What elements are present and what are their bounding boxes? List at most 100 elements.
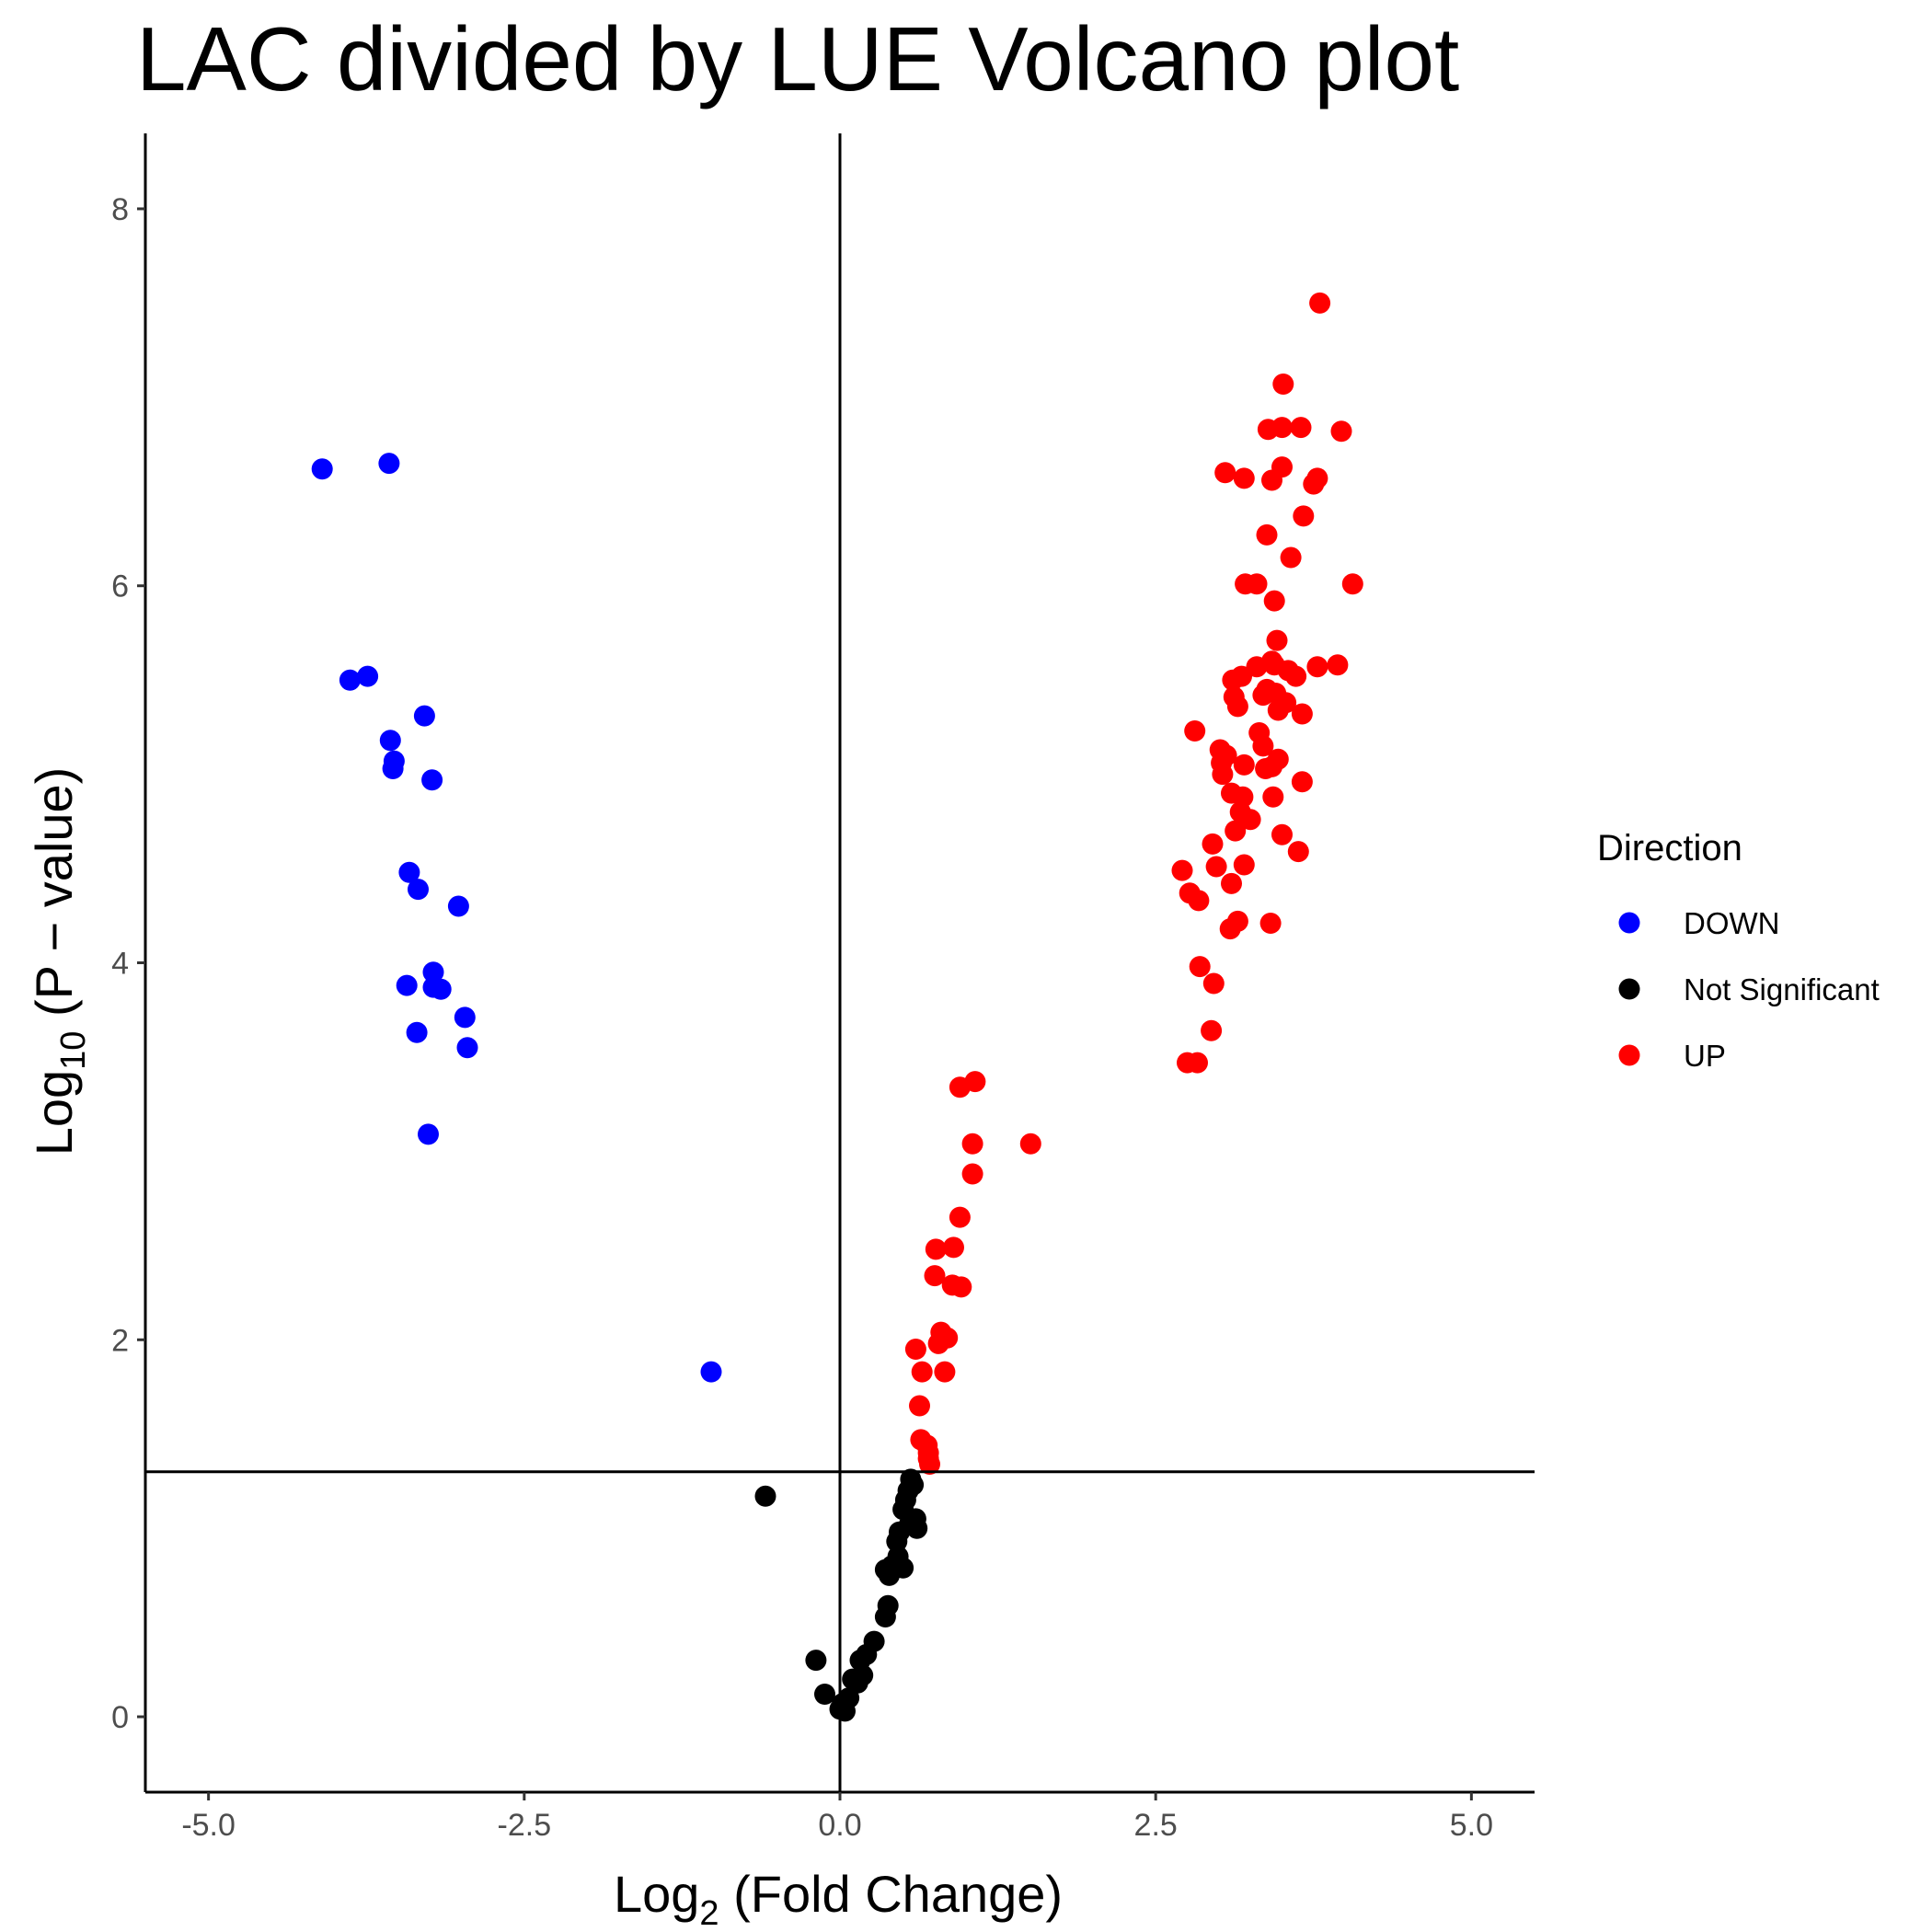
data-point-up (1290, 417, 1312, 439)
data-point-up (1267, 699, 1289, 721)
data-point-up (1291, 703, 1313, 725)
legend-label-not-significant: Not Significant (1684, 972, 1880, 1006)
data-point-up (1285, 665, 1307, 687)
data-point-down (421, 769, 443, 791)
legend-key-down (1618, 912, 1640, 934)
points-layer (311, 292, 1363, 1722)
data-point-up (1263, 590, 1285, 612)
data-point-up (1252, 684, 1274, 707)
data-point-up (1293, 505, 1315, 527)
data-point-down (357, 665, 379, 687)
data-point-down (408, 879, 429, 901)
y-tick-label: 2 (111, 1323, 129, 1358)
data-point-up (1205, 856, 1227, 878)
data-point-up (934, 1361, 956, 1383)
data-point-up (949, 1206, 971, 1228)
data-point-up (949, 1076, 971, 1098)
data-point-up (1202, 833, 1224, 855)
data-point-up (1261, 469, 1282, 491)
data-point-down (418, 1123, 439, 1145)
data-point-up (1189, 956, 1211, 978)
data-point-up (1262, 786, 1284, 808)
y-axis-title-prefix: Log (25, 1070, 83, 1156)
legend-title: Direction (1597, 828, 1742, 868)
data-point-not-significant (879, 1564, 900, 1586)
data-point-up (1171, 859, 1193, 881)
data-point-up (925, 1238, 947, 1260)
data-point-up (1330, 420, 1352, 443)
data-point-up (1184, 720, 1206, 742)
data-point-up (1271, 417, 1293, 439)
data-point-up (1225, 820, 1247, 842)
data-point-down (447, 895, 469, 917)
legend-label-up: UP (1684, 1039, 1726, 1073)
data-point-down (456, 1037, 478, 1059)
data-point-up (1246, 573, 1268, 595)
data-point-up (919, 1454, 940, 1475)
chart-title: LAC divided by LUE Volcano plot (136, 8, 1459, 109)
data-point-up (1219, 918, 1241, 940)
data-point-up (904, 1339, 926, 1360)
data-point-down (339, 669, 361, 691)
x-axis-title-suffix: (Fold Change) (719, 1865, 1064, 1923)
data-point-up (1222, 669, 1244, 691)
data-point-up (1309, 292, 1331, 314)
data-point-up (1291, 771, 1313, 793)
data-point-up (1019, 1133, 1041, 1155)
data-point-down (413, 705, 435, 727)
data-point-not-significant (834, 1700, 856, 1722)
data-point-up (1187, 1052, 1208, 1074)
x-axis-title-subscript: 2 (699, 1894, 719, 1932)
data-point-up (961, 1163, 983, 1185)
data-point-down (406, 1021, 428, 1043)
legend-key-not-significant (1618, 978, 1640, 1000)
data-point-up (1306, 656, 1328, 678)
x-tick-label: 2.5 (1134, 1808, 1178, 1843)
data-point-up (1188, 890, 1210, 912)
data-point-up (950, 1276, 972, 1298)
y-axis-title-subscript: 10 (54, 1031, 93, 1070)
data-point-not-significant (805, 1650, 827, 1672)
data-point-down (430, 978, 452, 1000)
data-point-up (1233, 467, 1255, 489)
data-point-up (911, 1361, 933, 1383)
x-axis-ticks: -5.0 -2.5 0.0 2.5 5.0 (181, 1792, 1493, 1843)
data-point-up (927, 1332, 949, 1354)
data-point-down (700, 1361, 722, 1383)
legend-key-up (1618, 1044, 1640, 1066)
data-point-down (378, 453, 400, 475)
data-point-up (1271, 823, 1293, 845)
data-point-up (1266, 629, 1288, 651)
data-point-up (1221, 872, 1242, 894)
data-point-up (1202, 972, 1225, 995)
data-point-up (1287, 841, 1309, 863)
x-axis-title-prefix: Log (614, 1865, 699, 1923)
data-point-not-significant (874, 1606, 896, 1627)
data-point-down (454, 1006, 476, 1029)
data-point-up (1233, 753, 1255, 776)
data-point-up (943, 1236, 964, 1259)
legend-label-down: DOWN (1684, 906, 1779, 940)
data-point-up (1341, 573, 1363, 595)
data-point-up (1303, 473, 1325, 495)
data-point-not-significant (814, 1684, 835, 1705)
data-point-down (422, 961, 444, 983)
data-point-down (396, 974, 418, 996)
data-point-down (379, 730, 401, 752)
data-point-up (1239, 809, 1261, 831)
legend-items: DOWN Not Significant UP (1618, 906, 1880, 1073)
y-axis-title: Log10 (P − value) (25, 767, 93, 1156)
data-point-down (382, 758, 404, 779)
y-tick-label: 0 (111, 1700, 129, 1735)
x-tick-label: -2.5 (498, 1808, 552, 1843)
data-point-down (311, 458, 333, 480)
data-point-up (1272, 374, 1294, 395)
data-point-up (1214, 462, 1236, 484)
data-point-up (1259, 913, 1282, 934)
y-axis-ticks: 0 2 4 6 8 (111, 192, 145, 1735)
x-tick-label: 0.0 (818, 1808, 861, 1843)
x-tick-label: -5.0 (181, 1808, 236, 1843)
data-point-up (1256, 523, 1278, 546)
